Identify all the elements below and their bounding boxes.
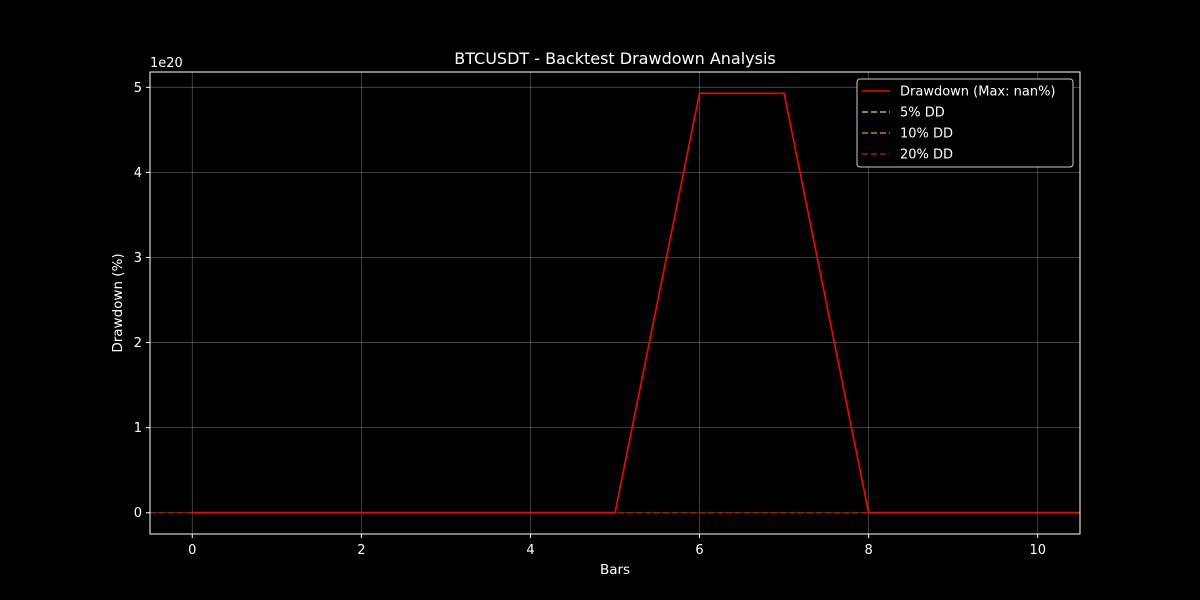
y-tick-label: 5 xyxy=(134,81,142,96)
legend-label: 5% DD xyxy=(900,106,945,121)
y-tick-label: 0 xyxy=(134,506,142,521)
chart-title: BTCUSDT - Backtest Drawdown Analysis xyxy=(454,49,776,68)
legend-box xyxy=(856,78,1074,168)
plot-frame xyxy=(149,71,1081,535)
x-tick-label: 2 xyxy=(357,543,365,558)
y-ticks: 0 1 2 3 4 5 xyxy=(134,81,150,521)
y-tick-label: 1 xyxy=(134,421,142,436)
y-offset-text: 1e20 xyxy=(150,56,183,71)
legend-items: Drawdown (Max: nan%) 5% DD 10% DD 20% DD xyxy=(862,85,1056,163)
legend: Drawdown (Max: nan%) 5% DD 10% DD 20% DD xyxy=(856,78,1074,168)
x-tick-label: 8 xyxy=(864,543,872,558)
x-tick-label: 10 xyxy=(1029,543,1046,558)
x-axis-label: Bars xyxy=(600,562,630,578)
x-tick-label: 4 xyxy=(526,543,534,558)
legend-label: 20% DD xyxy=(900,148,953,163)
y-axis-label: Drawdown (%) xyxy=(110,253,126,352)
x-ticks: 0 2 4 6 8 10 xyxy=(188,534,1046,558)
y-tick-label: 4 xyxy=(134,166,142,181)
legend-label: Drawdown (Max: nan%) xyxy=(900,85,1056,100)
legend-label: 10% DD xyxy=(900,127,953,142)
series-lines xyxy=(192,92,1080,514)
x-tick-label: 6 xyxy=(695,543,703,558)
series-line xyxy=(192,92,1080,514)
y-tick-label: 2 xyxy=(134,336,142,351)
y-tick-label: 3 xyxy=(134,251,142,266)
x-tick-label: 0 xyxy=(188,543,196,558)
